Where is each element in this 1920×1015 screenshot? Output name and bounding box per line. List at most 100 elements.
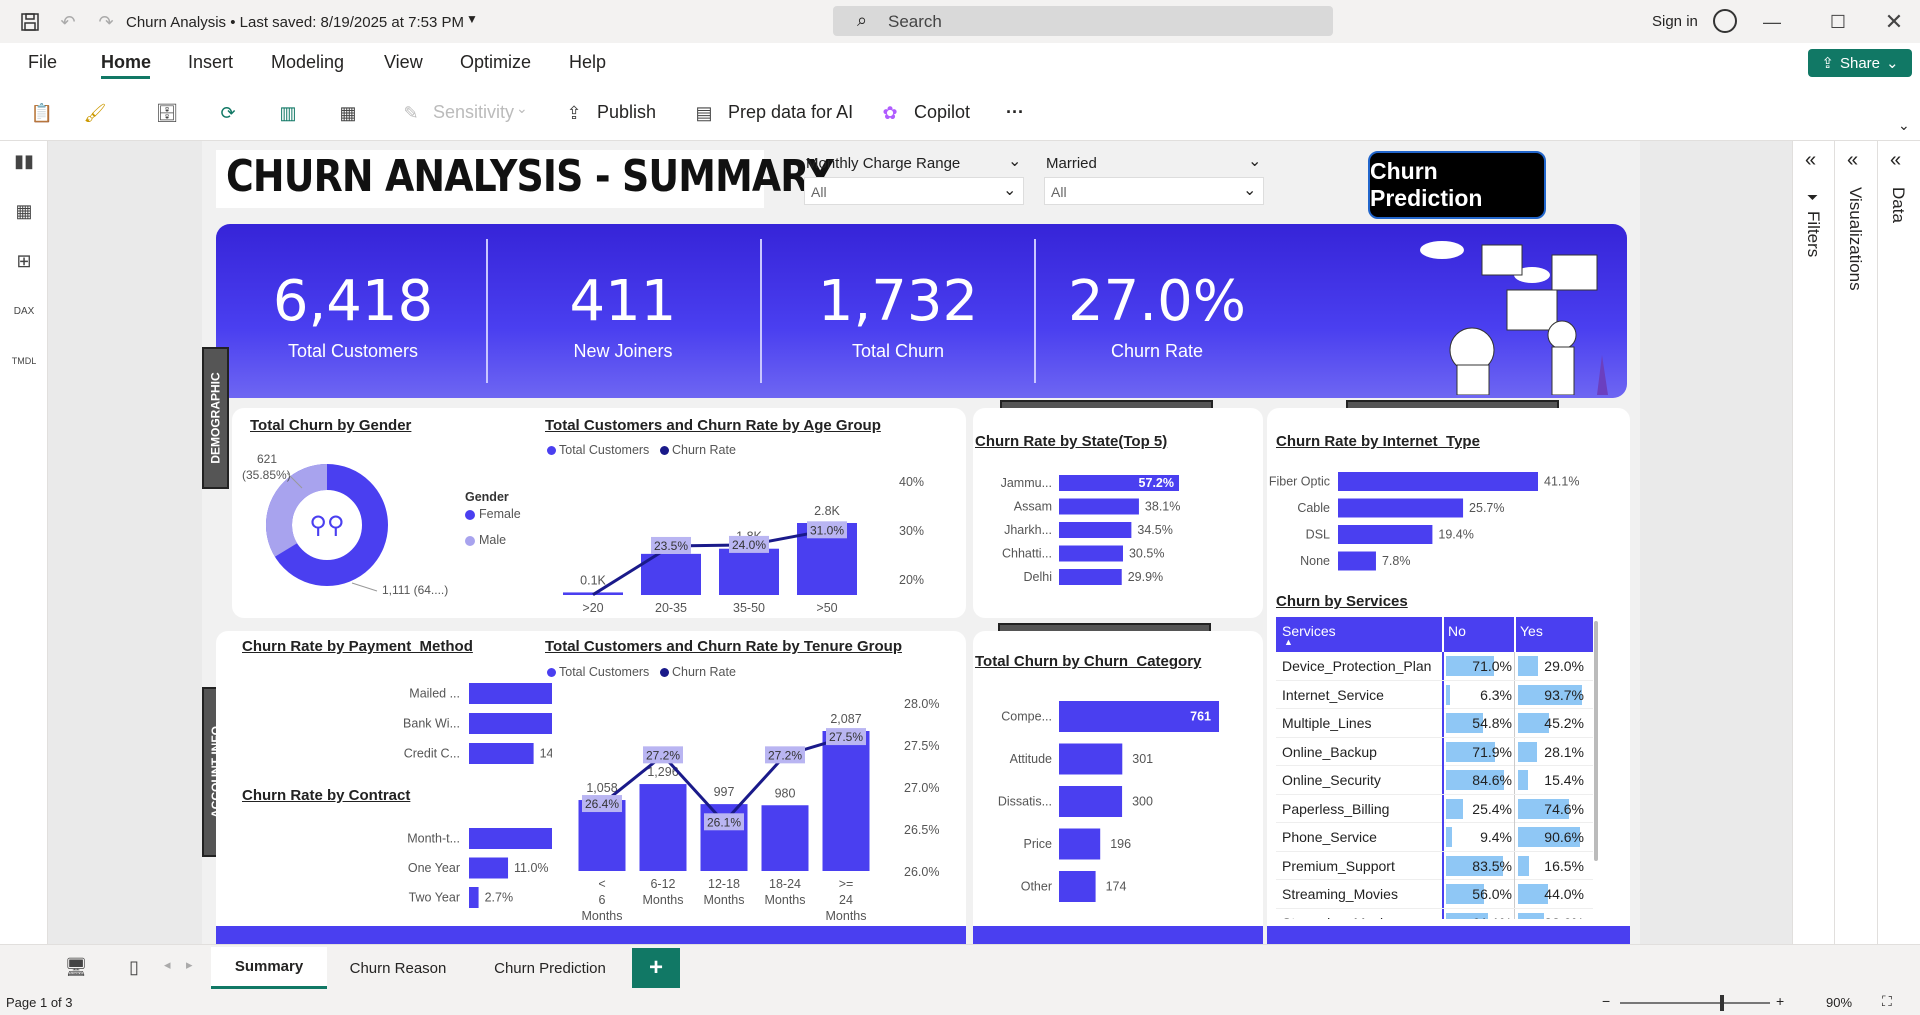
matrix-scrollbar[interactable]: [1594, 621, 1598, 861]
zoom-slider[interactable]: [1620, 1002, 1770, 1004]
matrix-row[interactable]: Device_Protection_Plan 71.0% 29.0%: [1276, 652, 1593, 681]
x-tick-label: 20-35: [655, 601, 687, 615]
service-name: Internet_Service: [1282, 686, 1384, 703]
zoom-in-icon[interactable]: +: [1776, 993, 1785, 1009]
dax-view-icon[interactable]: DAX: [13, 305, 35, 317]
service-pct-bar: [1446, 656, 1495, 676]
collapse-icon[interactable]: «: [1805, 149, 1817, 171]
services-matrix[interactable]: Services ▲ No Yes Device_Protection_Plan…: [1276, 617, 1593, 919]
table-view-icon[interactable]: ▦: [15, 200, 33, 221]
matrix-row[interactable]: Internet_Service 6.3% 93.7%: [1276, 680, 1593, 709]
tenure-chart-title: Total Customers and Churn Rate by Tenure…: [545, 638, 902, 655]
sensitivity-button[interactable]: Sensitivity: [433, 102, 515, 122]
visualizations-pane-label[interactable]: Visualizations: [1846, 187, 1865, 291]
minimize-icon[interactable]: —: [1763, 11, 1781, 32]
service-pct-no: 9.4%: [1480, 829, 1512, 845]
matrix-row[interactable]: Online_Security 84.6% 15.4%: [1276, 766, 1593, 795]
format-painter-icon[interactable]: 🖌: [83, 102, 107, 123]
menu-insert[interactable]: Insert: [188, 52, 234, 72]
kpi-churn-rate-value: 27.0%: [1068, 269, 1246, 334]
line-data-label: 26.1%: [707, 815, 741, 829]
matrix-row[interactable]: Multiple_Lines 54.8% 45.2%: [1276, 709, 1593, 738]
services-matrix-title: Churn by Services: [1276, 593, 1408, 610]
model-view-icon[interactable]: ⊞: [16, 250, 32, 271]
menu-optimize[interactable]: Optimize: [460, 52, 532, 72]
search-box[interactable]: ⌕ Search: [833, 6, 1333, 36]
matrix-header-no[interactable]: No: [1448, 623, 1466, 639]
bar-category-label: Mailed ...: [409, 687, 460, 701]
menu-view[interactable]: View: [384, 52, 423, 72]
filter-dropdown[interactable]: All ⌄: [804, 177, 1024, 205]
matrix-row[interactable]: Streaming_Music 61.1% 38.9%: [1276, 908, 1593, 919]
copilot-button[interactable]: Copilot: [914, 102, 971, 122]
filters-pane-label[interactable]: Filters: [1804, 211, 1823, 258]
calculator-icon[interactable]: ▦: [339, 102, 357, 123]
refresh-icon[interactable]: ⟳: [220, 102, 236, 123]
save-icon[interactable]: [18, 10, 42, 34]
data-pane-label[interactable]: Data: [1889, 187, 1908, 223]
service-name: Multiple_Lines: [1282, 715, 1372, 731]
line-label-bg: [582, 795, 622, 813]
matrix-row[interactable]: Online_Backup 71.9% 28.1%: [1276, 737, 1593, 766]
close-icon[interactable]: ✕: [1884, 9, 1904, 34]
tab-churn-reason[interactable]: Churn Reason: [349, 959, 447, 977]
tab-churn-prediction[interactable]: Churn Prediction: [494, 959, 606, 977]
prep-data-icon[interactable]: ▤: [695, 102, 713, 123]
collapse-ribbon-icon[interactable]: ⌄: [1898, 117, 1910, 133]
more-options-button[interactable]: ···: [1006, 102, 1024, 122]
menu-home[interactable]: Home: [101, 52, 152, 72]
next-page-icon[interactable]: ▸: [186, 957, 193, 972]
visualizations-pane[interactable]: « Visualizations: [1835, 141, 1878, 944]
bar: [469, 828, 552, 849]
sensitivity-icon[interactable]: ✎: [403, 102, 419, 123]
line-data-label: 27.5%: [829, 730, 863, 744]
tab-summary[interactable]: Summary: [211, 947, 327, 989]
get-data-icon[interactable]: 🗄: [155, 102, 179, 123]
title-dropdown-icon[interactable]: ▼: [466, 12, 478, 26]
new-visual-icon[interactable]: ▥: [279, 102, 297, 123]
maximize-icon[interactable]: ☐: [1829, 11, 1847, 32]
mobile-layout-icon[interactable]: ▯: [129, 956, 139, 977]
tmdl-view-icon[interactable]: TMDL: [11, 356, 37, 366]
collapse-icon[interactable]: «: [1847, 149, 1859, 171]
menu-file[interactable]: File: [28, 52, 58, 72]
undo-icon[interactable]: ↶: [60, 11, 76, 32]
service-pct-bar: [1518, 656, 1538, 676]
matrix-header-services[interactable]: Services: [1282, 623, 1336, 639]
prep-data-button[interactable]: Prep data for AI: [728, 102, 854, 122]
zoom-out-icon[interactable]: −: [1602, 993, 1611, 1009]
matrix-row[interactable]: Premium_Support 83.5% 16.5%: [1276, 851, 1593, 880]
menu-help[interactable]: Help: [569, 52, 607, 72]
zoom-slider-thumb[interactable]: [1720, 995, 1724, 1011]
line-data-label: 27.2%: [646, 748, 680, 762]
paste-icon[interactable]: 📋: [30, 102, 54, 123]
fit-page-icon[interactable]: ⛶: [1882, 993, 1892, 1009]
redo-icon[interactable]: ↷: [98, 11, 114, 32]
prev-page-icon[interactable]: ◂: [164, 957, 171, 972]
filter-monthly-charge[interactable]: Monthly Charge Range ⌄ All ⌄: [802, 151, 1027, 207]
publish-button[interactable]: Publish: [597, 102, 657, 122]
matrix-row[interactable]: Streaming_Movies 56.0% 44.0%: [1276, 880, 1593, 909]
filters-pane[interactable]: « ⏷ Filters: [1793, 141, 1835, 944]
add-page-button[interactable]: +: [632, 948, 680, 988]
bar-category-label: None: [1300, 554, 1330, 568]
collapse-icon[interactable]: «: [1890, 149, 1902, 171]
desktop-layout-icon[interactable]: 🖥: [64, 956, 88, 977]
account-icon[interactable]: [1713, 9, 1737, 33]
menu-modeling[interactable]: Modeling: [271, 52, 345, 72]
report-view-icon[interactable]: ▮▮: [14, 150, 34, 171]
filter-married[interactable]: Married ⌄ All ⌄: [1042, 151, 1267, 207]
filter-dropdown[interactable]: All ⌄: [1044, 177, 1264, 205]
x-tick-label: 35-50: [733, 601, 765, 615]
copilot-icon[interactable]: ✿: [882, 102, 898, 123]
matrix-row[interactable]: Paperless_Billing 25.4% 74.6%: [1276, 794, 1593, 823]
matrix-row[interactable]: Phone_Service 9.4% 90.6%: [1276, 823, 1593, 852]
matrix-header-yes[interactable]: Yes: [1520, 623, 1543, 639]
demographic-tag-label: DEMOGRAPHIC: [208, 372, 223, 464]
data-pane[interactable]: « Data: [1878, 141, 1920, 944]
publish-icon[interactable]: ⇪: [566, 102, 582, 123]
sign-in-link[interactable]: Sign in: [1652, 13, 1698, 30]
share-button[interactable]: ⇪ Share ⌄: [1808, 49, 1912, 77]
churn-prediction-button[interactable]: Churn Prediction: [1368, 151, 1546, 219]
